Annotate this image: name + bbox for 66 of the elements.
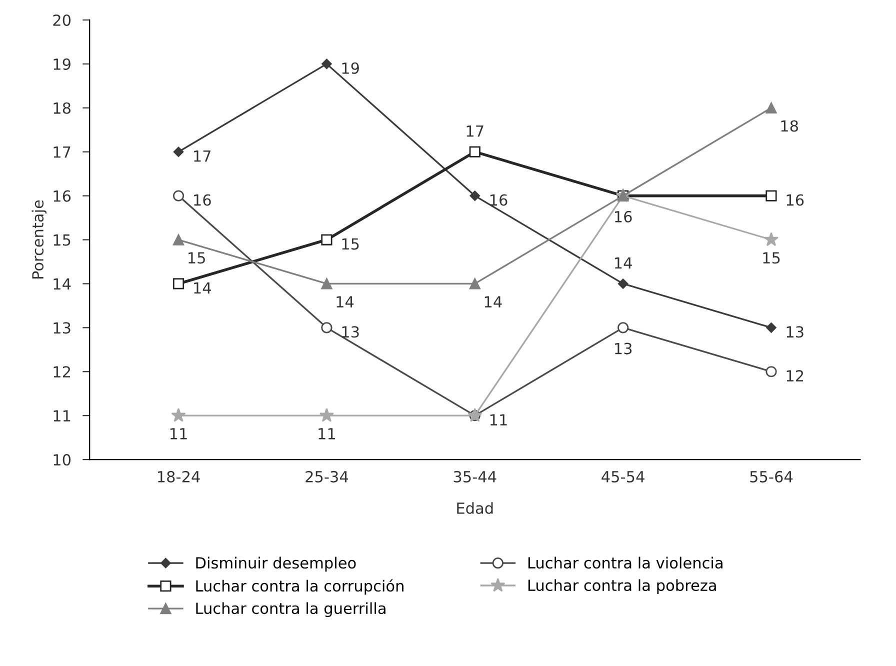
data-label: 13 — [615, 342, 632, 354]
point — [764, 232, 779, 246]
point — [469, 146, 480, 158]
x-tick-label: 25-34 — [306, 470, 348, 482]
data-label: 14 — [336, 296, 354, 308]
y-tick-label: 18 — [54, 102, 70, 114]
point — [172, 278, 184, 290]
point — [319, 408, 334, 422]
y-tick-label: 10 — [54, 454, 71, 466]
y-tick-label: 20 — [53, 14, 71, 26]
legend-label: Disminuir desempleo — [196, 556, 356, 572]
x-tick-label: 18-24 — [158, 470, 200, 482]
x-tick-label: 35-44 — [454, 470, 496, 482]
point — [322, 58, 332, 70]
point — [766, 102, 777, 114]
data-label: 16 — [615, 210, 632, 222]
data-label: 16 — [194, 194, 211, 206]
point — [173, 146, 184, 157]
point — [172, 234, 184, 246]
legend-label: Luchar contra la corrupción — [196, 579, 404, 595]
point — [321, 234, 332, 246]
point — [321, 322, 332, 334]
data-label: 15 — [763, 252, 780, 264]
point — [766, 190, 777, 202]
y-tick-label: 11 — [54, 410, 70, 422]
point — [469, 278, 480, 290]
x-tick-label: 55-64 — [750, 470, 793, 482]
data-label: 11 — [170, 428, 187, 440]
point — [171, 408, 186, 422]
legend-label: Luchar contra la guerrilla — [196, 602, 386, 618]
y-tick-label: 14 — [54, 278, 71, 290]
data-label: 19 — [342, 62, 359, 74]
data-label: 14 — [194, 282, 211, 294]
data-label: 15 — [342, 238, 359, 250]
data-label: 18 — [781, 120, 798, 132]
y-tick-label: 19 — [54, 58, 70, 70]
data-label: 13 — [786, 326, 804, 338]
point — [470, 190, 480, 201]
point — [172, 190, 184, 202]
legend-label: Luchar contra la violencia — [528, 556, 722, 569]
point — [321, 278, 332, 290]
data-label: 16 — [786, 194, 804, 206]
y-axis-title: Porcentaje — [32, 200, 47, 278]
data-label: 15 — [188, 252, 205, 264]
data-label: 13 — [342, 326, 359, 338]
point — [766, 322, 776, 333]
x-axis-title: Edad — [457, 502, 493, 514]
point — [618, 278, 628, 289]
y-tick-label: 15 — [54, 234, 70, 246]
point — [766, 366, 777, 378]
data-label: 16 — [490, 194, 508, 206]
point — [618, 322, 629, 334]
data-label: 11 — [318, 428, 336, 440]
x-tick-label: 45-54 — [602, 471, 644, 482]
data-label: 11 — [490, 414, 507, 426]
data-label: 14 — [615, 257, 632, 268]
y-tick-label: 16 — [54, 190, 71, 202]
point — [468, 408, 482, 422]
data-label: 14 — [484, 296, 502, 308]
data-label: 17 — [466, 125, 484, 137]
y-tick-label: 17 — [54, 146, 70, 158]
y-tick-label: 13 — [54, 322, 70, 334]
data-label: 12 — [786, 370, 804, 382]
legend-label: Luchar contra la pobreza — [528, 579, 716, 594]
data-label: 17 — [194, 150, 211, 162]
y-tick-label: 12 — [54, 366, 70, 378]
